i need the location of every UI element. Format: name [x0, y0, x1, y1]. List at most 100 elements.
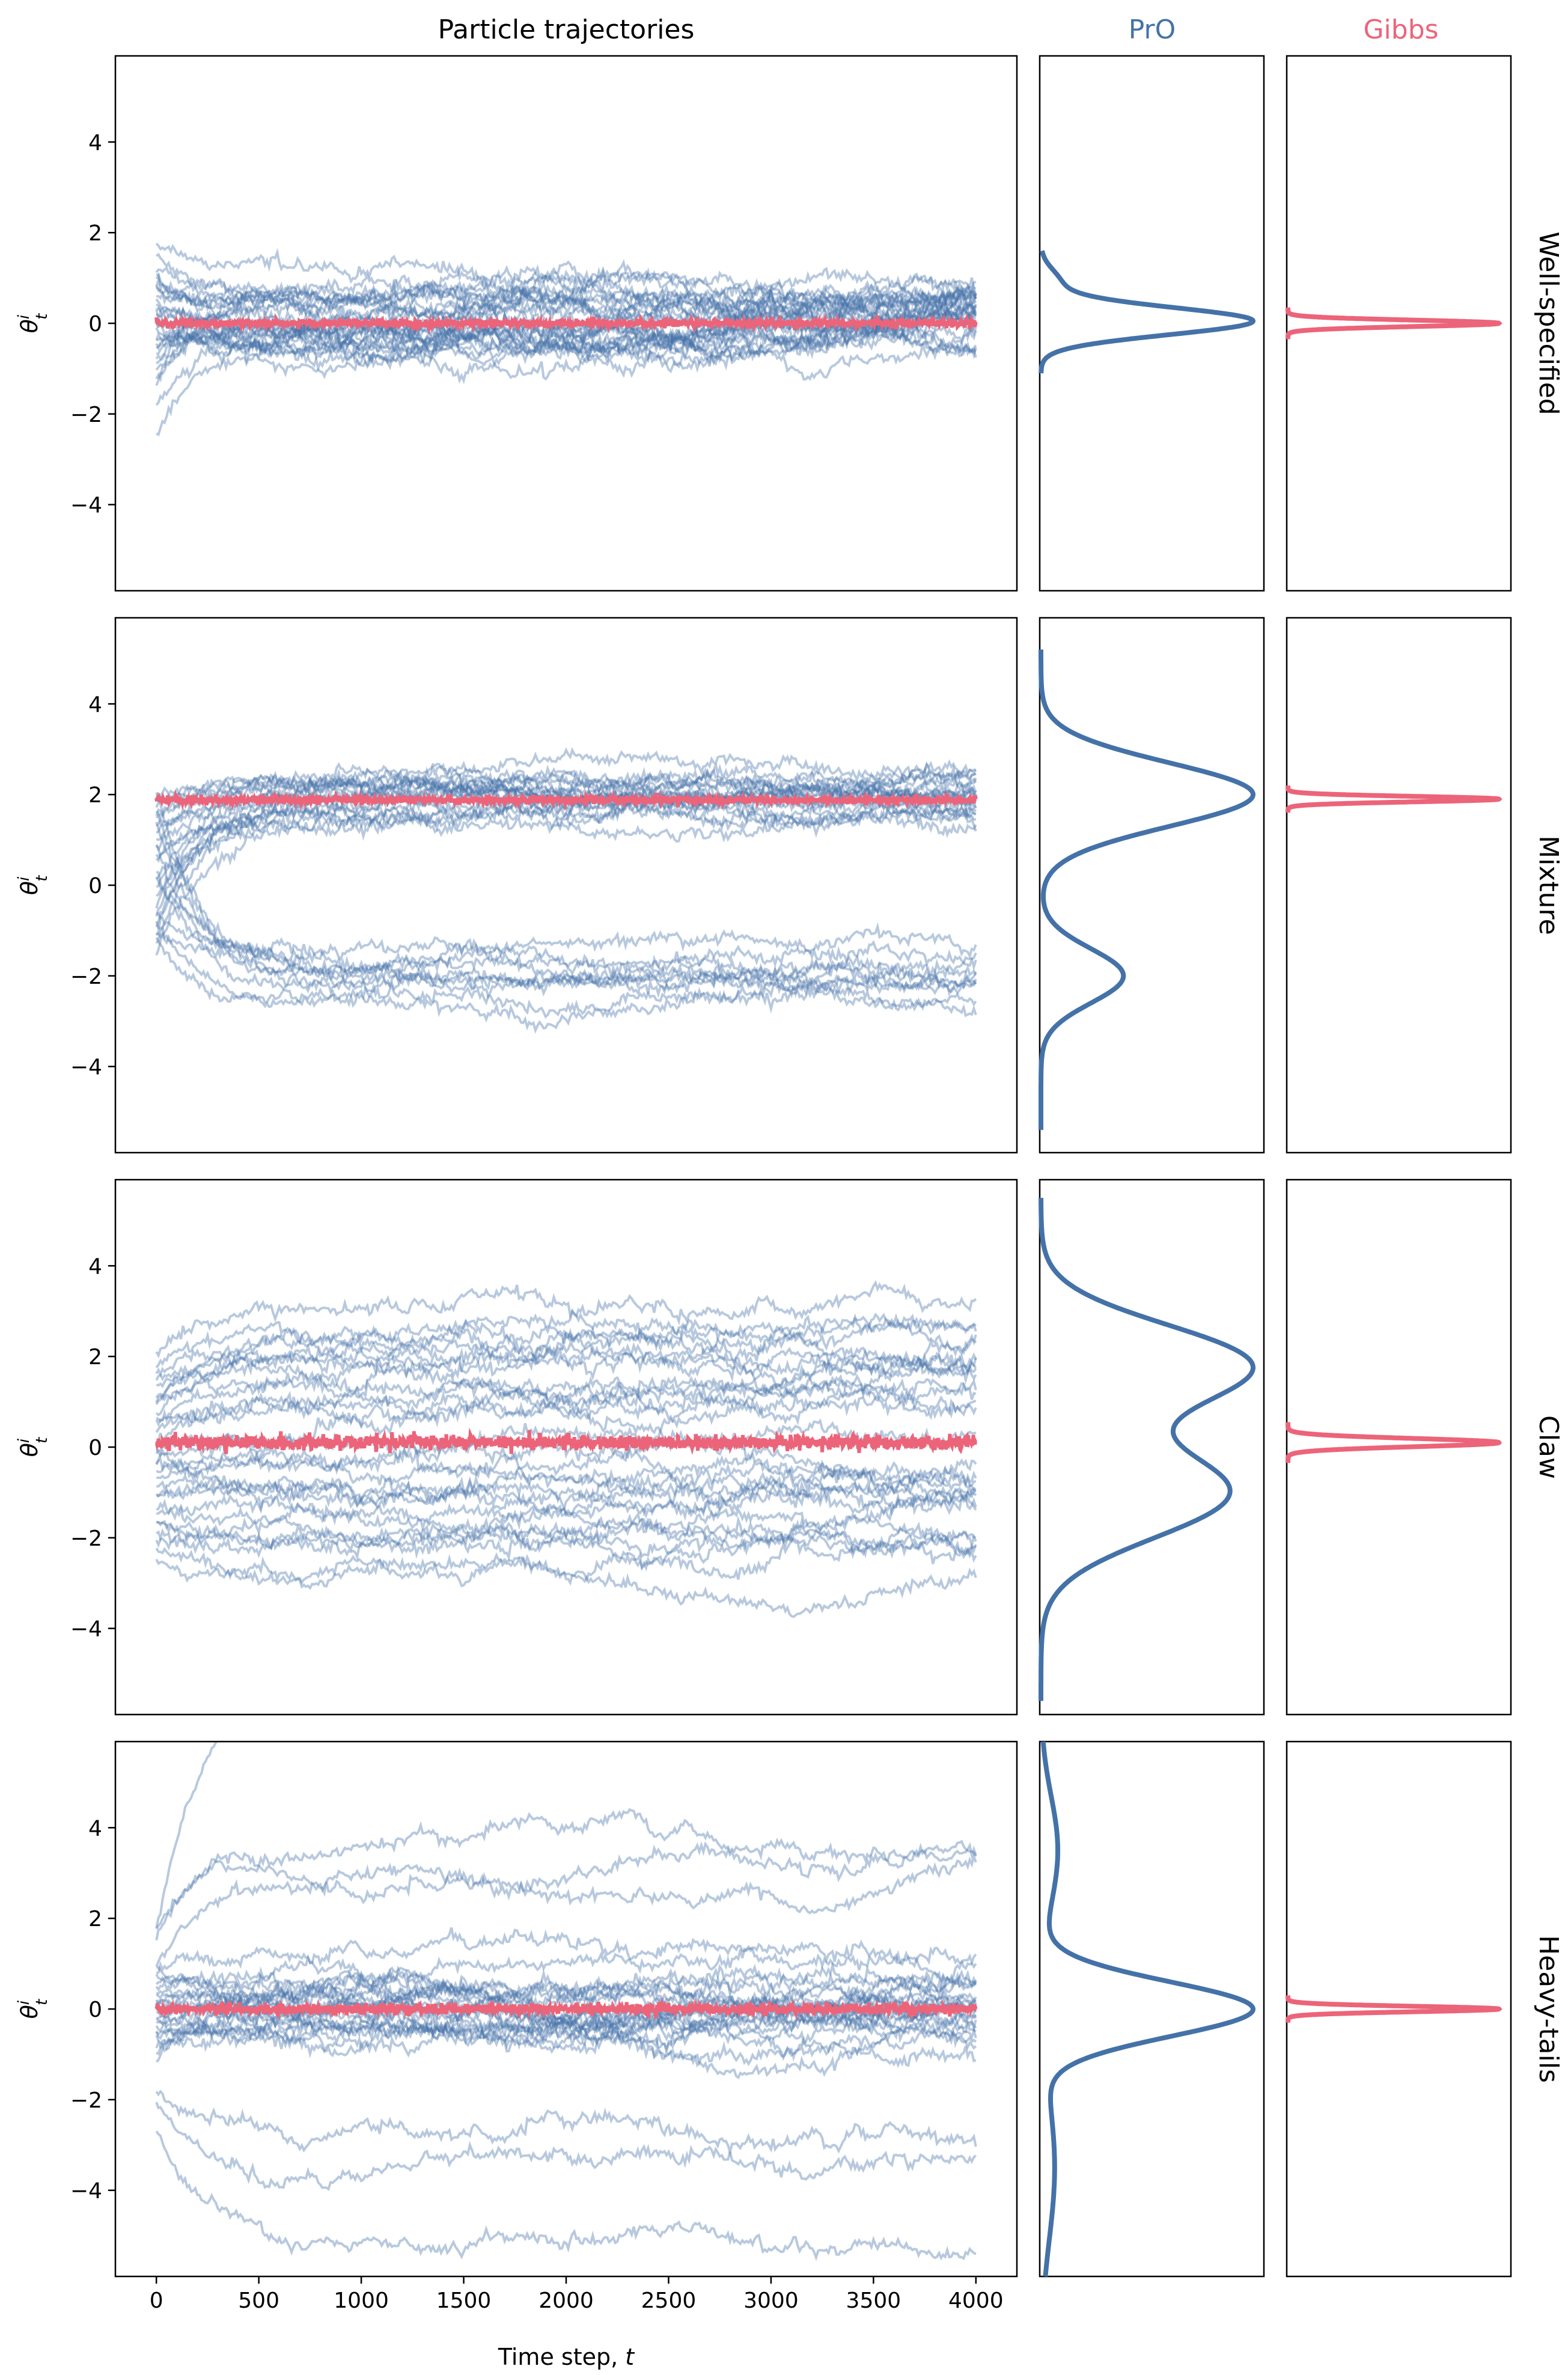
y-tick-label: −2	[70, 2088, 102, 2113]
col-title-trajectories: Particle trajectories	[438, 14, 695, 45]
particle-trajectory	[156, 769, 977, 841]
particle-trajectory	[155, 764, 977, 819]
particle-trajectory	[156, 1515, 977, 1561]
y-tick-label: −4	[70, 1055, 102, 1080]
particle-trajectory	[155, 308, 977, 385]
col-title-gibbs: Gibbs	[1363, 14, 1438, 45]
particle-trajectory	[155, 1953, 977, 2002]
particle-trajectory	[155, 266, 977, 322]
particle-trajectory	[155, 810, 977, 988]
y-axis-label: θit	[15, 875, 51, 895]
particle-trajectory	[155, 1342, 977, 1398]
particle-trajectory	[156, 322, 977, 366]
particle-trajectory	[155, 1534, 977, 1590]
particle-trajectory	[155, 2017, 977, 2069]
particle-trajectory	[156, 293, 977, 348]
particle-trajectory	[156, 273, 977, 350]
particle-trajectory	[156, 1312, 977, 1389]
particle-trajectory	[155, 1373, 977, 1433]
particle-trajectory	[155, 1323, 977, 1403]
particle-trajectory	[156, 912, 977, 976]
y-axis-label: θit	[15, 1999, 51, 2019]
row-label: Well-specified	[1533, 231, 1564, 415]
gibbs-trajectory	[154, 312, 978, 334]
particle-trajectory	[155, 299, 977, 406]
x-tick-label: 3000	[743, 2288, 799, 2313]
particle-trajectory	[155, 809, 977, 956]
gibbs-panel-frame	[1286, 1178, 1512, 1716]
pro-panel-frame	[1039, 1178, 1265, 1716]
particle-trajectory	[155, 1968, 977, 2017]
row-3: −4 −2 0 2 4 θit Heavy-tails 0 500 1000 1500 2000 250…	[15, 1740, 1564, 2313]
particle-trajectory	[156, 1480, 977, 1526]
trajectory-lines	[154, 1742, 978, 2261]
particle-trajectory	[155, 301, 977, 371]
particle-trajectory	[155, 1947, 977, 1996]
y-tick-label: −4	[70, 1617, 102, 1642]
y-tick-label: −2	[70, 1526, 102, 1551]
particle-trajectory	[155, 1468, 977, 1508]
particle-trajectory	[156, 303, 977, 359]
particle-trajectory	[156, 1965, 977, 2021]
particle-trajectory	[155, 2130, 977, 2261]
gibbs-density-curve	[1286, 307, 1502, 340]
x-tick-label: 2500	[641, 2288, 697, 2313]
particle-trajectory	[155, 1280, 977, 1359]
y-tick-label: −4	[70, 493, 102, 518]
y-tick-label: 2	[88, 1345, 102, 1370]
particle-trajectory	[156, 1927, 977, 1975]
particle-trajectory	[156, 1965, 977, 2032]
particle-trajectory	[155, 1990, 977, 2045]
particle-trajectory	[155, 791, 977, 996]
particle-trajectory	[155, 768, 977, 817]
particle-trajectory	[155, 1361, 977, 1427]
particle-trajectory	[155, 822, 977, 1000]
y-tick-label: 4	[88, 1816, 102, 1841]
y-tick-label: 0	[88, 1436, 102, 1460]
particle-trajectory	[155, 1309, 977, 1378]
particle-trajectory	[155, 2015, 977, 2067]
particle-trajectory	[155, 1341, 977, 1405]
gibbs-density-curve	[1286, 1422, 1502, 1463]
particle-trajectory	[155, 762, 977, 808]
gibbs-trajectory	[154, 1427, 977, 1456]
x-tick-label: 1500	[436, 2288, 492, 2313]
particle-trajectory	[156, 1378, 977, 1445]
particle-trajectory	[155, 1355, 977, 1416]
particle-trajectory	[155, 1742, 218, 1928]
particle-trajectory	[155, 787, 977, 861]
particle-trajectory	[155, 1345, 977, 1382]
particle-trajectory	[155, 792, 977, 880]
particle-trajectory	[156, 1995, 977, 2046]
pro-density-curve	[1039, 1198, 1255, 1701]
pro-panel-frame	[1039, 1740, 1265, 2278]
particle-trajectory	[156, 252, 977, 311]
particle-trajectory	[155, 1852, 977, 1967]
particle-trajectory	[155, 2102, 977, 2191]
x-axis-label: Time step, t	[498, 2344, 635, 2370]
y-tick-label: 0	[88, 874, 102, 898]
row-label: Mixture	[1533, 835, 1564, 935]
row-label: Claw	[1533, 1415, 1564, 1479]
row-1: −4 −2 0 2 4 θit Mixture	[15, 617, 1564, 1154]
y-tick-label: 2	[88, 1907, 102, 1931]
gibbs-density-curve	[1286, 785, 1502, 813]
particle-trajectory	[155, 772, 977, 810]
y-tick-label: 4	[88, 1254, 102, 1279]
y-axis-label: θit	[15, 313, 51, 333]
y-tick-label: 0	[88, 312, 102, 337]
particle-trajectory	[155, 260, 977, 322]
particle-trajectory	[155, 2090, 977, 2157]
particle-trajectory	[156, 1433, 977, 1486]
pro-panel-frame	[1039, 617, 1265, 1154]
gibbs-panel-frame	[1286, 1740, 1512, 2278]
x-tick-label: 500	[238, 2288, 279, 2313]
y-tick-label: −4	[70, 2179, 102, 2204]
col-title-pro: PrO	[1129, 14, 1176, 45]
gibbs-panel-frame	[1286, 617, 1512, 1154]
particle-trajectory	[155, 1390, 977, 1457]
particle-trajectory	[156, 1522, 977, 1559]
pro-panel-frame	[1039, 55, 1265, 592]
y-tick-label: 0	[88, 1998, 102, 2022]
particle-trajectory	[155, 307, 977, 355]
